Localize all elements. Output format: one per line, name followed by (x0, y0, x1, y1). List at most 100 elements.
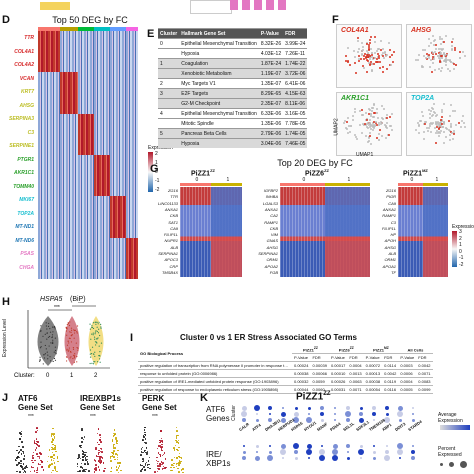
umap-point (432, 110, 435, 113)
heatmap-gene-label: LINC01133 (158, 200, 178, 206)
panel-k-legend-avg: Average Expression (438, 412, 463, 424)
umap-point (442, 40, 445, 43)
heatmap-cluster-bar (398, 183, 448, 186)
umap-point (379, 123, 382, 126)
umap-point (382, 57, 385, 60)
umap-point (429, 122, 432, 125)
violin-point (146, 452, 149, 454)
h-point (72, 354, 75, 356)
umap-point (367, 53, 370, 56)
violin-point (141, 446, 144, 449)
umap-point (432, 58, 435, 61)
umap-point (375, 61, 378, 64)
umap-point (366, 126, 368, 129)
heatmap-block (94, 72, 110, 114)
heatmap-group-tick: 0 (410, 177, 414, 183)
violin-point (20, 435, 23, 438)
umap-label: COL4A1 (341, 27, 369, 34)
dotplot-dot (267, 455, 273, 461)
panel-k-row2-label-line1: IRE/ (206, 450, 222, 459)
go-header-group: All Cells (398, 346, 433, 354)
go-subheader: P-Value (328, 353, 348, 362)
violin-point (84, 470, 86, 473)
umap-point (386, 67, 389, 70)
heatmap-group-tick: 1 (347, 177, 351, 183)
violin-point (172, 464, 175, 467)
h-point (65, 330, 68, 332)
umap-point (433, 39, 436, 42)
umap-point (380, 54, 383, 57)
violin-point (176, 430, 178, 432)
violin-point (111, 451, 113, 454)
h-point (92, 353, 95, 355)
go-subheader: FDR (347, 353, 364, 362)
violin-point (18, 456, 21, 459)
heatmap-gene-label: PIGR (386, 194, 396, 200)
panel-k-row1-label: ATF6 Genes (206, 405, 230, 423)
violin-point (32, 461, 34, 464)
violin-point (35, 447, 38, 449)
umap-point (452, 110, 455, 113)
table-cell: 1.74E-22 (283, 58, 308, 69)
umap-point (365, 135, 368, 138)
violin-point (112, 452, 114, 454)
violin-point (33, 470, 36, 472)
umap-point (443, 59, 446, 62)
heatmap-block (78, 31, 94, 73)
violin-point (140, 454, 142, 456)
violin-point (82, 453, 84, 455)
violin-point (162, 462, 164, 464)
h-point (47, 325, 50, 327)
panel-k-row1-label-line2: Genes (206, 414, 230, 423)
panel-k-letter: K (200, 392, 208, 404)
umap-point (345, 127, 348, 130)
violin-point (175, 463, 178, 466)
dotplot-dot (372, 412, 376, 416)
h-point (68, 324, 71, 327)
violin-point (98, 449, 100, 452)
h-point (100, 323, 102, 325)
violin-point (159, 441, 161, 444)
violin-point (16, 449, 18, 452)
violin-point (118, 465, 121, 467)
violin-point (180, 460, 182, 463)
h-point (69, 321, 71, 323)
umap-point (359, 123, 362, 126)
violin-point (21, 441, 23, 443)
umap-point (385, 125, 388, 128)
heatmap-gene-label: TOP2A (17, 210, 34, 217)
umap-point (438, 37, 441, 40)
h-point (73, 357, 76, 359)
umap-point (370, 142, 373, 145)
table-header-cell: P-Value (258, 28, 284, 39)
umap-point (365, 55, 368, 58)
umap-point (376, 48, 379, 51)
dotplot-dot (372, 456, 376, 460)
umap-point (357, 51, 360, 54)
violin-point (77, 457, 79, 460)
violin-point (40, 459, 42, 462)
violin-point (160, 429, 162, 432)
umap-point (445, 127, 448, 130)
dotplot-dot (242, 418, 246, 422)
umap-point (421, 114, 424, 117)
dotplot-dot (306, 449, 312, 455)
umap-point (428, 65, 431, 68)
panel-k-dotplot: Cluster CALR ATF4 DNAJB11 HERPUD1 HSPA5 HYOU1 M… (231, 402, 436, 474)
go-value: 0.0119 (382, 377, 399, 386)
umap-point (377, 56, 380, 58)
heatmap-block (78, 155, 94, 197)
table-cell: 6.33E-06 (258, 108, 284, 119)
violin-point (114, 433, 116, 435)
table-row: 0 Epithelial Mesenchymal Transition 8.32E-… (158, 38, 308, 49)
h-point (93, 336, 96, 338)
violin-point (37, 463, 40, 465)
table-cell: 3.16E-05 (283, 108, 308, 119)
h-point (52, 360, 54, 363)
violin-point (116, 458, 119, 461)
umap-point (363, 124, 366, 127)
umap-point (360, 53, 363, 56)
heatmap-gene-label: IGFBP2 (263, 188, 278, 193)
table-header-row: Cluster Hallmark Gene Set P-Value FDR (158, 28, 308, 39)
umap-point (455, 64, 458, 67)
